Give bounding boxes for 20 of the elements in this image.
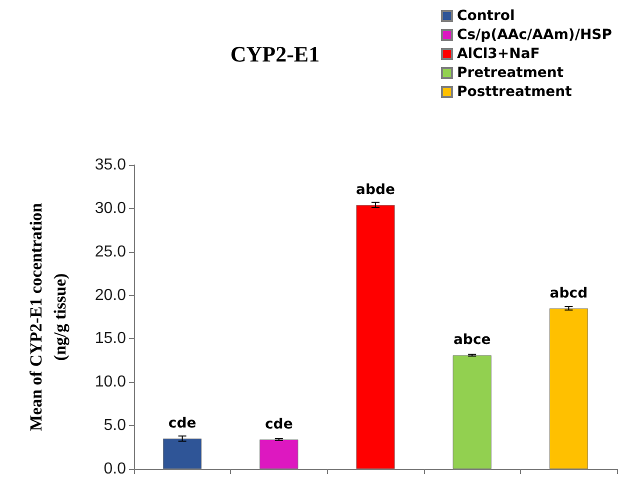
y-axis-title: Mean of CYP2-E1 cocentration (ng/g tissue)	[26, 202, 70, 432]
data-label: abcd	[550, 285, 588, 302]
y-tick-label: 0.0	[104, 460, 126, 478]
legend-label: Cs/p(AAc/AAm)/HSP	[456, 27, 612, 43]
data-label: abde	[356, 182, 395, 198]
data-label: abce	[453, 332, 491, 348]
data-label: cde	[264, 416, 293, 432]
y-tick-label: 35.0	[94, 156, 126, 174]
y-tick-label: 10.0	[94, 374, 126, 391]
legend-label: Control	[456, 8, 515, 24]
chart-title: CYP2-E1	[230, 42, 320, 66]
y-tick-label: 25.0	[94, 243, 126, 260]
y-tick-label: 5.0	[104, 417, 126, 434]
data-label: cde	[168, 416, 196, 432]
y-tick-label: 30.0	[94, 200, 126, 217]
legend-label: Pretreatment	[456, 65, 564, 81]
y-tick-label: 15.0	[94, 330, 126, 348]
legend-label: Posttreatment	[456, 84, 572, 100]
legend-label: AlCl3+NaF	[456, 46, 540, 62]
y-tick-label: 20.0	[94, 286, 126, 304]
